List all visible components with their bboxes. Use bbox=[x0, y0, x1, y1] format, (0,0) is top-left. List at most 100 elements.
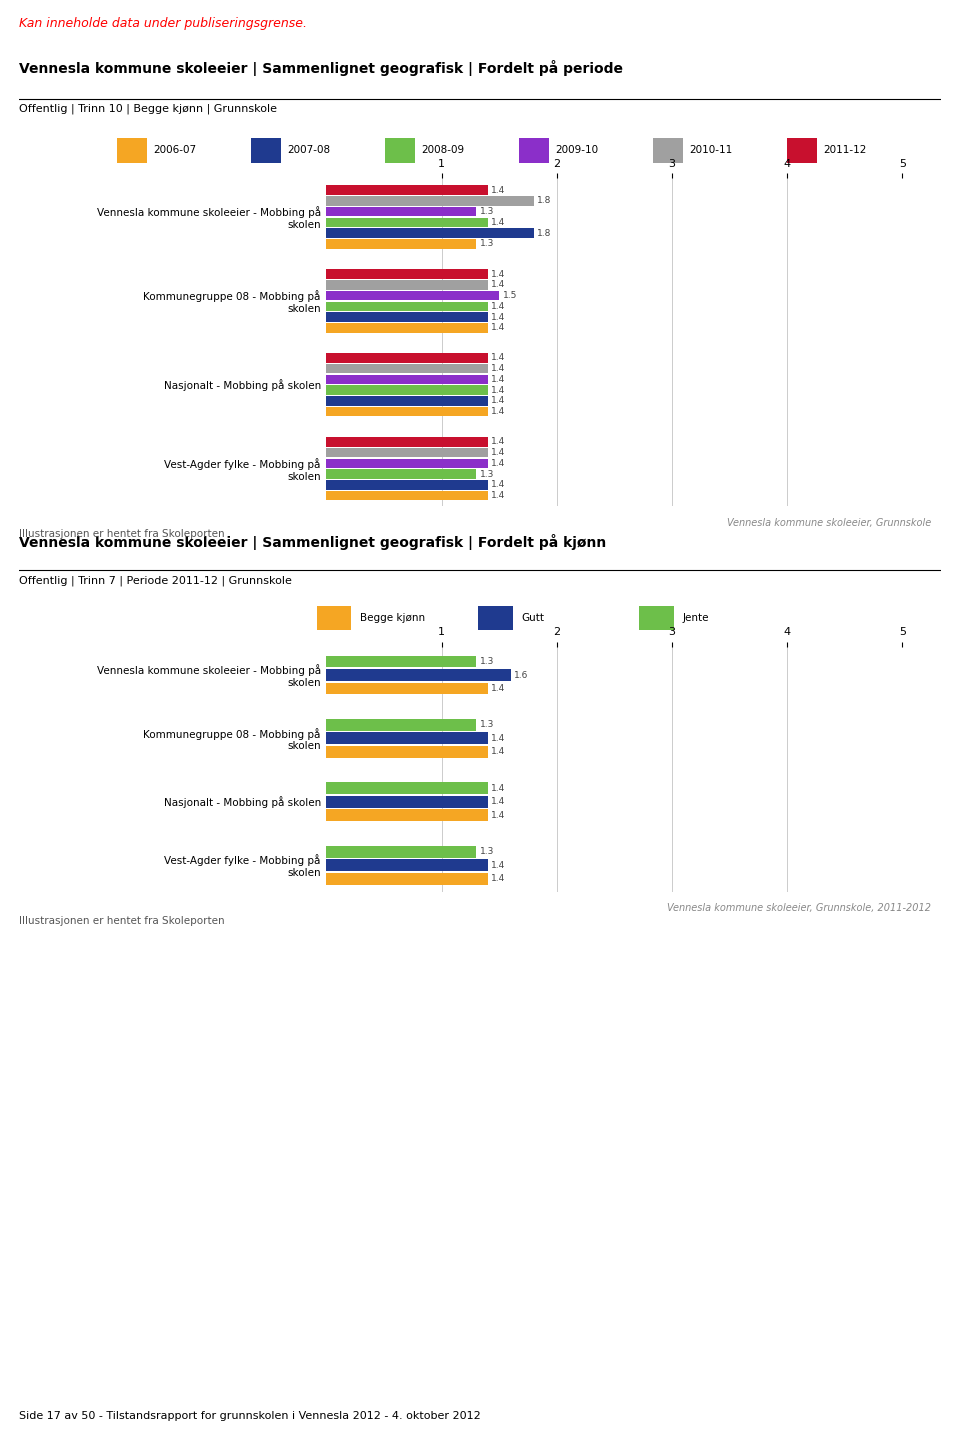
Text: 1.4: 1.4 bbox=[492, 449, 505, 457]
Bar bbox=[326, 290, 499, 301]
Text: Jente: Jente bbox=[683, 613, 709, 623]
Bar bbox=[326, 846, 476, 857]
Bar bbox=[326, 480, 488, 489]
Text: 2006-07: 2006-07 bbox=[154, 145, 197, 154]
Bar bbox=[326, 312, 488, 322]
Bar bbox=[326, 375, 488, 384]
Text: Vennesla kommune skoleeier | Sammenlignet geografisk | Fordelt på kjønn: Vennesla kommune skoleeier | Sammenligne… bbox=[19, 533, 607, 551]
Text: Gutt: Gutt bbox=[521, 613, 544, 623]
Bar bbox=[326, 490, 488, 500]
Text: Offentlig | Trinn 7 | Periode 2011-12 | Grunnskole: Offentlig | Trinn 7 | Periode 2011-12 | … bbox=[19, 575, 292, 585]
Text: 1.8: 1.8 bbox=[538, 197, 552, 206]
Bar bbox=[326, 324, 488, 332]
Bar bbox=[326, 239, 476, 249]
Bar bbox=[317, 607, 351, 630]
Bar bbox=[326, 719, 476, 731]
Text: 1.4: 1.4 bbox=[492, 492, 505, 500]
Bar bbox=[326, 229, 534, 237]
Text: 1.4: 1.4 bbox=[492, 302, 505, 311]
Text: 1.4: 1.4 bbox=[492, 748, 505, 756]
Bar bbox=[252, 138, 281, 162]
Bar bbox=[326, 302, 488, 311]
Bar bbox=[326, 447, 488, 457]
Text: 2011-12: 2011-12 bbox=[823, 145, 866, 154]
Text: 1.3: 1.3 bbox=[480, 657, 494, 666]
Text: Vennesla kommune skoleeier | Sammenlignet geografisk | Fordelt på periode: Vennesla kommune skoleeier | Sammenligne… bbox=[19, 59, 623, 76]
Text: 2007-08: 2007-08 bbox=[287, 145, 330, 154]
Bar bbox=[326, 385, 488, 395]
Bar bbox=[326, 469, 476, 479]
Bar bbox=[326, 437, 488, 447]
Bar bbox=[326, 280, 488, 289]
Bar bbox=[787, 138, 817, 162]
Text: 1.4: 1.4 bbox=[492, 811, 505, 820]
Bar bbox=[326, 683, 488, 695]
Bar bbox=[326, 669, 511, 682]
Text: 1.4: 1.4 bbox=[492, 364, 505, 374]
Bar bbox=[326, 873, 488, 884]
Text: 1.4: 1.4 bbox=[492, 375, 505, 384]
Bar bbox=[326, 207, 476, 216]
Bar bbox=[326, 459, 488, 469]
Bar bbox=[326, 196, 534, 206]
Text: 1.4: 1.4 bbox=[492, 385, 505, 394]
Bar bbox=[518, 138, 549, 162]
Text: Kan inneholde data under publiseringsgrense.: Kan inneholde data under publiseringsgre… bbox=[19, 17, 307, 30]
Text: 1.4: 1.4 bbox=[492, 186, 505, 194]
Text: 1.4: 1.4 bbox=[492, 684, 505, 693]
Bar bbox=[326, 782, 488, 794]
Text: Begge kjønn: Begge kjønn bbox=[360, 613, 425, 623]
Text: 1.4: 1.4 bbox=[492, 354, 505, 362]
Bar bbox=[326, 860, 488, 871]
Text: 1.4: 1.4 bbox=[492, 312, 505, 322]
Text: 1.4: 1.4 bbox=[492, 397, 505, 406]
Text: 1.3: 1.3 bbox=[480, 720, 494, 729]
Bar bbox=[117, 138, 148, 162]
Text: 1.3: 1.3 bbox=[480, 470, 494, 479]
Bar bbox=[326, 407, 488, 417]
Text: 1.3: 1.3 bbox=[480, 207, 494, 216]
Text: 1.4: 1.4 bbox=[492, 219, 505, 227]
Text: 2010-11: 2010-11 bbox=[689, 145, 732, 154]
Bar bbox=[326, 217, 488, 227]
Text: Illustrasjonen er hentet fra Skoleporten: Illustrasjonen er hentet fra Skoleporten bbox=[19, 529, 225, 539]
Text: 2008-09: 2008-09 bbox=[421, 145, 465, 154]
Bar bbox=[326, 354, 488, 362]
Bar bbox=[478, 607, 513, 630]
Bar bbox=[326, 810, 488, 821]
Text: 1.4: 1.4 bbox=[492, 269, 505, 279]
Bar bbox=[326, 397, 488, 406]
Text: 1.6: 1.6 bbox=[515, 670, 529, 680]
Bar bbox=[326, 364, 488, 374]
Bar bbox=[326, 656, 476, 667]
Text: 1.4: 1.4 bbox=[492, 459, 505, 467]
Text: Offentlig | Trinn 10 | Begge kjønn | Grunnskole: Offentlig | Trinn 10 | Begge kjønn | Gru… bbox=[19, 104, 277, 114]
Bar bbox=[385, 138, 416, 162]
Text: 1.4: 1.4 bbox=[492, 784, 505, 792]
Bar bbox=[653, 138, 684, 162]
Bar bbox=[326, 186, 488, 196]
Text: 1.4: 1.4 bbox=[492, 733, 505, 743]
Text: 1.8: 1.8 bbox=[538, 229, 552, 237]
Text: 1.4: 1.4 bbox=[492, 797, 505, 807]
Text: 1.4: 1.4 bbox=[492, 437, 505, 446]
Text: Illustrasjonen er hentet fra Skoleporten: Illustrasjonen er hentet fra Skoleporten bbox=[19, 916, 225, 926]
Text: Vennesla kommune skoleeier, Grunnskole: Vennesla kommune skoleeier, Grunnskole bbox=[727, 518, 931, 528]
Text: Side 17 av 50 - Tilstandsrapport for grunnskolen i Vennesla 2012 - 4. oktober 20: Side 17 av 50 - Tilstandsrapport for gru… bbox=[19, 1411, 481, 1421]
Bar bbox=[326, 269, 488, 279]
Text: 1.4: 1.4 bbox=[492, 407, 505, 416]
Text: 1.4: 1.4 bbox=[492, 324, 505, 332]
Text: 1.4: 1.4 bbox=[492, 874, 505, 883]
Text: 2009-10: 2009-10 bbox=[555, 145, 598, 154]
Text: 1.4: 1.4 bbox=[492, 280, 505, 289]
Text: 1.3: 1.3 bbox=[480, 847, 494, 856]
Text: 1.4: 1.4 bbox=[492, 861, 505, 870]
Bar bbox=[326, 732, 488, 745]
Bar bbox=[639, 607, 674, 630]
Text: 1.3: 1.3 bbox=[480, 240, 494, 249]
Bar bbox=[326, 795, 488, 808]
Text: Vennesla kommune skoleeier, Grunnskole, 2011-2012: Vennesla kommune skoleeier, Grunnskole, … bbox=[667, 903, 931, 913]
Text: 1.4: 1.4 bbox=[492, 480, 505, 489]
Text: 1.5: 1.5 bbox=[503, 290, 517, 301]
Bar bbox=[326, 746, 488, 758]
